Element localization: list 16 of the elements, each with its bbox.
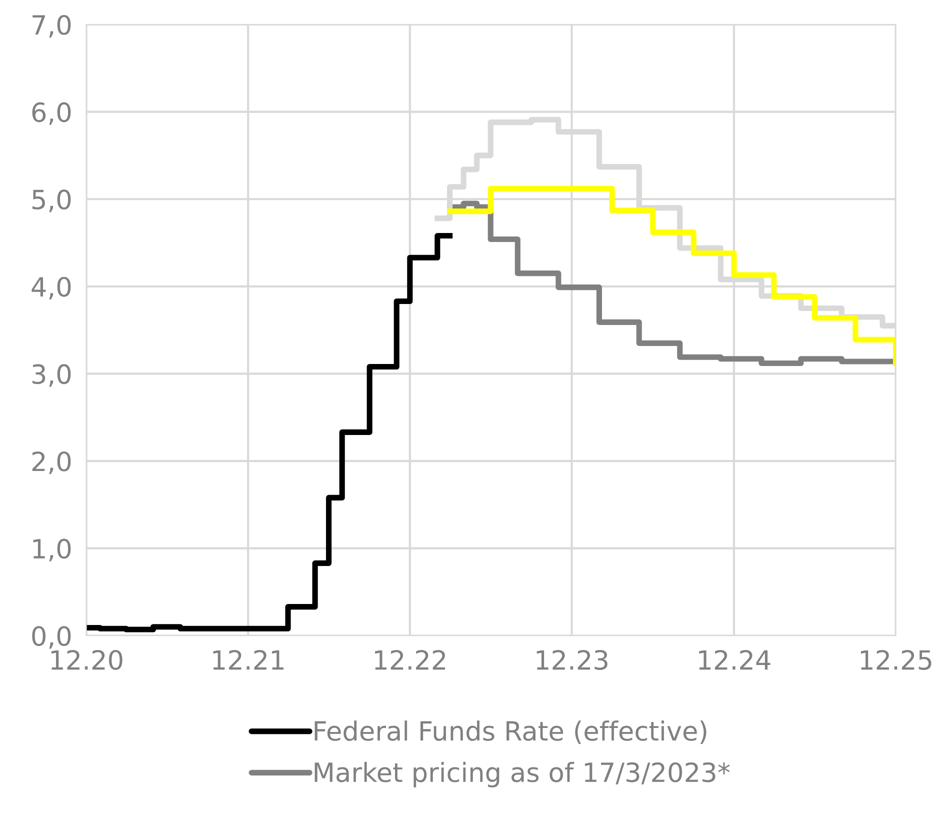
x-tick-label: 12.22: [375, 650, 446, 670]
y-tick-label: 0,0: [32, 626, 71, 649]
x-tick-label: 12.25: [860, 650, 932, 670]
y-tick-label: 7,0: [32, 14, 71, 38]
y-tick-label: 4,0: [32, 276, 71, 300]
y-tick-label: 5,0: [32, 190, 71, 212]
y-tick-label: 3,0: [32, 364, 71, 387]
x-tick-label: 12.20: [51, 650, 122, 670]
legend-label: Market pricing as of 17/3/2023*: [314, 762, 730, 788]
x-tick-label: 12.24: [699, 650, 770, 670]
y-tick-label: 1,0: [33, 538, 71, 562]
y-tick-label: 6,0: [32, 102, 71, 125]
legend-label: Federal Funds Rate (effective): [314, 720, 706, 744]
x-tick-label: 12.23: [536, 650, 608, 670]
y-tick-label: 2,0: [32, 451, 71, 474]
x-tick-label: 12.21: [213, 650, 284, 670]
